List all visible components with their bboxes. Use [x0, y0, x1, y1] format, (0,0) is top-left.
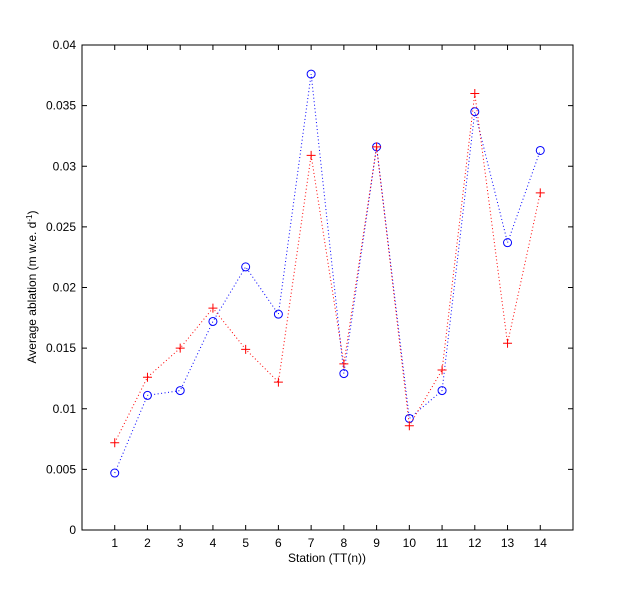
x-tick-label: 3	[177, 536, 184, 550]
y-tick-label: 0.02	[53, 281, 77, 295]
data-point-plus	[208, 303, 218, 313]
data-point-circle	[535, 145, 545, 155]
y-axis-ticks: 0 0.005 0.01 0.015 0.02 0.025 0.03 0.035 0.04	[46, 38, 573, 537]
plot-area	[81, 44, 574, 531]
x-axis-ticks: 1 2 3 4 5 6 7 8 9 10 11 12 13 14	[111, 45, 547, 550]
data-point-circle	[241, 262, 251, 272]
x-tick-label: 14	[534, 536, 548, 550]
data-point-plus	[470, 89, 480, 98]
data-point-plus	[339, 359, 349, 369]
data-point-plus	[273, 377, 283, 387]
y-axis-label-superscript: -1	[25, 214, 34, 222]
series-line-plus	[114, 93, 541, 443]
data-point-circle	[306, 69, 316, 79]
x-tick-label: 4	[210, 536, 217, 550]
x-tick-label: 10	[403, 536, 417, 550]
x-tick-label: 13	[501, 536, 515, 550]
data-point-circle	[470, 107, 480, 117]
data-point-plus	[241, 344, 251, 354]
x-tick-label: 11	[436, 536, 449, 550]
data-point-circle	[142, 390, 152, 400]
data-point-plus	[372, 142, 382, 152]
data-point-plus	[306, 150, 316, 160]
data-point-circle	[175, 386, 185, 396]
y-tick-label: 0	[69, 523, 76, 537]
x-axis-label: Station (TT(n))	[288, 551, 366, 565]
data-point-plus	[503, 338, 513, 348]
data-point-circle	[437, 386, 447, 396]
series-layer	[110, 69, 545, 478]
data-point-plus	[437, 365, 447, 375]
series-line-circle	[114, 74, 541, 474]
y-axis-label-main: Average ablation (m w.e. d	[25, 222, 39, 364]
series-plus	[110, 89, 545, 448]
data-point-circle	[339, 369, 349, 379]
y-tick-label: 0.01	[53, 402, 77, 416]
y-tick-label: 0.03	[53, 159, 77, 173]
x-tick-label: 2	[144, 536, 151, 550]
x-tick-label: 5	[242, 536, 249, 550]
y-tick-label: 0.035	[46, 99, 76, 113]
data-point-circle	[208, 316, 218, 326]
y-axis-label-end: )	[25, 211, 39, 215]
data-point-circle	[273, 309, 283, 319]
y-tick-label: 0.005	[46, 462, 76, 476]
x-tick-label: 12	[468, 536, 482, 550]
x-tick-label: 8	[341, 536, 348, 550]
x-tick-label: 6	[275, 536, 282, 550]
data-point-plus	[535, 188, 545, 198]
y-axis-label: Average ablation (m w.e. d-1)	[25, 211, 40, 364]
y-tick-label: 0.025	[46, 220, 76, 234]
data-point-plus	[404, 421, 414, 431]
data-point-plus	[110, 438, 120, 448]
x-tick-label: 9	[373, 536, 380, 550]
y-tick-label: 0.04	[53, 38, 77, 52]
data-point-circle	[503, 238, 513, 248]
data-point-plus	[142, 372, 152, 382]
x-tick-label: 1	[111, 536, 118, 550]
data-point-circle	[110, 468, 120, 478]
x-tick-label: 7	[308, 536, 315, 550]
data-point-plus	[175, 343, 185, 353]
y-tick-label: 0.015	[46, 341, 76, 355]
